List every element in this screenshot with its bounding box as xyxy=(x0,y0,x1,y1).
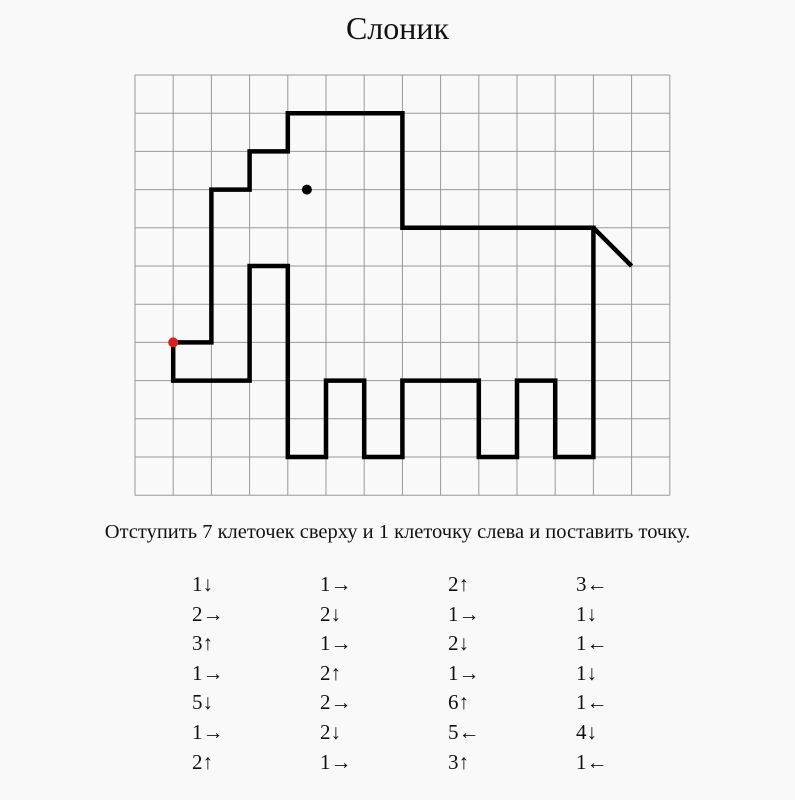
step: 1← xyxy=(576,631,608,656)
worksheet-title: Слоник xyxy=(345,10,450,46)
step: 1→ xyxy=(448,660,480,685)
step: 1→ xyxy=(320,749,352,774)
drawing-grid xyxy=(134,74,671,496)
step: 2↑ xyxy=(320,660,341,685)
step: 1→ xyxy=(192,660,224,685)
step: 1↓ xyxy=(192,572,213,596)
step: 2↑ xyxy=(448,572,469,596)
step: 1→ xyxy=(448,601,480,626)
step: 5↓ xyxy=(192,690,213,715)
step: 4↓ xyxy=(576,719,597,744)
step: 1← xyxy=(576,749,608,774)
elephant-outline xyxy=(170,110,596,460)
elephant-eye xyxy=(301,184,312,195)
step: 3↑ xyxy=(448,749,469,774)
step: 2↓ xyxy=(320,719,341,744)
step: 2↓ xyxy=(448,631,469,656)
step: 2↓ xyxy=(320,601,341,626)
instruction-text: Отступить 7 клеточек сверху и 1 клеточку… xyxy=(104,521,691,543)
step: 2→ xyxy=(192,601,224,626)
step: 1↓ xyxy=(576,660,597,685)
step-column: 3← 1↓ 1← 1↓ 1← 4↓ 1← xyxy=(576,570,608,777)
step: 3↑ xyxy=(192,631,213,656)
step: 1→ xyxy=(192,719,224,744)
step: 2→ xyxy=(320,690,352,715)
step-column: 1↓ 2→ 3↑ 1→ 5↓ 1→ 2↑ xyxy=(192,570,224,777)
step: 3← xyxy=(576,572,608,596)
step: 1← xyxy=(576,690,608,715)
step: 1→ xyxy=(320,572,352,596)
step: 2↑ xyxy=(192,749,213,774)
step: 6↑ xyxy=(448,690,469,715)
elephant-tail xyxy=(591,226,634,268)
start-dot xyxy=(168,337,179,348)
step-column: 1→ 2↓ 1→ 2↑ 2→ 2↓ 1→ xyxy=(320,570,352,777)
step: 1→ xyxy=(320,631,352,656)
step: 5← xyxy=(448,719,480,744)
step: 1↓ xyxy=(576,601,597,626)
step-column: 2↑ 1→ 2↓ 1→ 6↑ 5← 3↑ xyxy=(448,570,480,777)
